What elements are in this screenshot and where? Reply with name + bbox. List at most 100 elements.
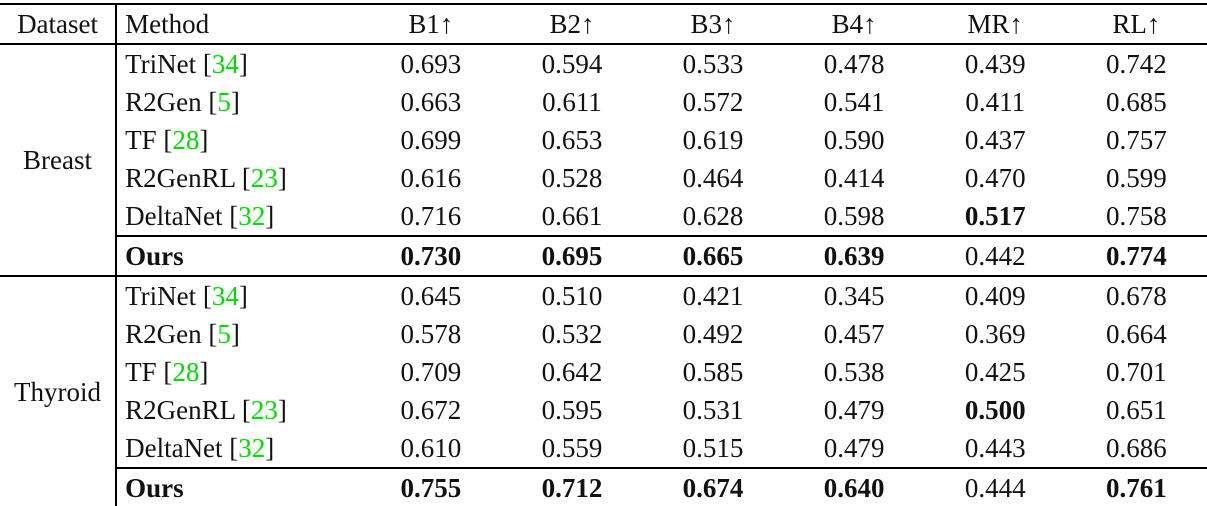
method-cell: TriNet [34] xyxy=(116,44,360,83)
method-name: TriNet xyxy=(125,48,197,79)
metric-value: 0.369 xyxy=(964,318,1026,349)
column-header-b3: B3↑ xyxy=(642,3,784,45)
metric-value: 0.611 xyxy=(542,86,602,117)
column-header-b1: B1↑ xyxy=(360,3,502,45)
metric-value: 0.651 xyxy=(1106,394,1167,425)
method-name: R2Gen xyxy=(125,318,202,349)
metric-value: 0.479 xyxy=(823,432,885,463)
citation-bracket: ] xyxy=(238,48,248,79)
metric-value: 0.716 xyxy=(400,200,462,231)
column-header-rl: RL↑ xyxy=(1065,3,1207,45)
metric-value: 0.598 xyxy=(823,200,885,231)
method-name: Ours xyxy=(125,240,184,271)
metric-value: 0.730 xyxy=(360,235,502,277)
column-header-method: Method xyxy=(116,3,361,45)
citation-bracket: [ xyxy=(201,318,218,349)
method-name: DeltaNet xyxy=(125,432,223,463)
citation-link[interactable]: 23 xyxy=(250,394,278,425)
citation-bracket: ] xyxy=(265,200,275,231)
citation-link[interactable]: 34 xyxy=(211,280,239,311)
citation-link[interactable]: 32 xyxy=(238,432,266,463)
table-row: TF [28] 0.709 0.642 0.585 0.538 0.425 0.701 xyxy=(0,353,1207,391)
metric-value: 0.478 xyxy=(823,48,885,79)
metric-value: 0.661 xyxy=(541,200,603,231)
citation-bracket: [ xyxy=(156,124,173,155)
metric-value: 0.470 xyxy=(964,162,1026,193)
metric-value: 0.595 xyxy=(541,394,603,425)
dataset-cell: Thyroid xyxy=(0,276,118,506)
metric-value: 0.444 xyxy=(924,467,1066,506)
metric-value: 0.538 xyxy=(823,356,885,387)
citation-link[interactable]: 34 xyxy=(211,48,239,79)
table-row: R2GenRL [23] 0.672 0.595 0.531 0.479 0.500 0.6… xyxy=(0,391,1207,429)
method-cell: DeltaNet [32] xyxy=(116,429,360,468)
metric-value: 0.531 xyxy=(682,394,744,425)
citation-link[interactable]: 5 xyxy=(217,86,231,117)
metric-value: 0.594 xyxy=(541,48,603,79)
table-row: R2Gen [5] 0.578 0.532 0.492 0.457 0.369 0.664 xyxy=(0,315,1207,353)
metric-value: 0.642 xyxy=(541,356,603,387)
citation-bracket: [ xyxy=(201,86,218,117)
column-header-dataset: Dataset xyxy=(0,3,118,45)
method-cell: R2Gen [5] xyxy=(116,315,360,353)
method-cell: TriNet [34] xyxy=(116,276,360,315)
metric-value: 0.640 xyxy=(783,467,925,506)
metric-value: 0.774 xyxy=(1065,235,1207,277)
metric-value: 0.585 xyxy=(682,356,744,387)
citation-bracket: ] xyxy=(230,318,240,349)
method-name: R2Gen xyxy=(125,86,202,117)
citation-bracket: [ xyxy=(196,48,212,79)
citation-bracket: ] xyxy=(277,394,287,425)
table-row: TF [28] 0.699 0.653 0.619 0.590 0.437 0.757 xyxy=(0,121,1207,159)
metric-value: 0.610 xyxy=(400,432,462,463)
method-name: DeltaNet xyxy=(125,200,223,231)
metric-value: 0.578 xyxy=(400,318,462,349)
method-cell: R2GenRL [23] xyxy=(116,159,360,197)
method-name: R2GenRL xyxy=(125,394,236,425)
method-cell: R2Gen [5] xyxy=(116,83,360,121)
metric-value: 0.664 xyxy=(1106,318,1167,349)
metric-value: 0.457 xyxy=(823,318,885,349)
table-row: DeltaNet [32] 0.716 0.661 0.628 0.598 0.517 0.… xyxy=(0,197,1207,236)
citation-link[interactable]: 28 xyxy=(172,124,200,155)
citation-bracket: [ xyxy=(235,162,251,193)
citation-link[interactable]: 23 xyxy=(250,162,278,193)
method-cell: DeltaNet [32] xyxy=(116,197,360,236)
method-cell: R2GenRL [23] xyxy=(116,391,360,429)
metric-value: 0.345 xyxy=(823,280,885,311)
metric-value: 0.672 xyxy=(400,394,462,425)
metric-value: 0.443 xyxy=(964,432,1026,463)
table-row: DeltaNet [32] 0.610 0.559 0.515 0.479 0.443 0.… xyxy=(0,429,1207,468)
metric-value: 0.665 xyxy=(642,235,784,277)
metric-value: 0.686 xyxy=(1106,432,1167,463)
metric-value: 0.517 xyxy=(964,200,1026,231)
table-row: Breast TriNet [34] 0.693 0.594 0.533 0.478 0.4… xyxy=(0,44,1207,277)
metric-value: 0.758 xyxy=(1106,200,1167,231)
citation-link[interactable]: 32 xyxy=(238,200,266,231)
metric-value: 0.500 xyxy=(964,394,1026,425)
dataset-cell: Breast xyxy=(0,44,118,277)
metric-value: 0.559 xyxy=(541,432,603,463)
citation-link[interactable]: 28 xyxy=(172,356,200,387)
table-row: Ours 0.755 0.712 0.674 0.640 0.444 0.761 xyxy=(0,467,1207,506)
citation-bracket: ] xyxy=(230,86,240,117)
citation-bracket: [ xyxy=(235,394,251,425)
table-row: Thyroid TriNet [34] 0.645 0.510 0.421 0.345 0.… xyxy=(0,276,1207,506)
results-table-body: Breast TriNet [34] 0.693 0.594 0.533 0.478 0.4… xyxy=(0,44,1207,506)
metric-value: 0.757 xyxy=(1106,124,1167,155)
method-cell: TF [28] xyxy=(116,121,360,159)
citation-link[interactable]: 5 xyxy=(217,318,231,349)
column-header-b2: B2↑ xyxy=(501,3,643,45)
metric-value: 0.693 xyxy=(400,48,462,79)
column-header-mr: MR↑ xyxy=(924,3,1066,45)
metric-value: 0.409 xyxy=(964,280,1026,311)
citation-bracket: ] xyxy=(238,280,248,311)
metric-value: 0.572 xyxy=(682,86,744,117)
citation-bracket: ] xyxy=(199,124,209,155)
citation-bracket: ] xyxy=(199,356,209,387)
metric-value: 0.439 xyxy=(964,48,1026,79)
metric-value: 0.663 xyxy=(400,86,462,117)
metric-value: 0.645 xyxy=(400,280,462,311)
results-table: Dataset Method B1↑ B2↑ B3↑ B4↑ MR↑ RL↑ B… xyxy=(0,3,1207,506)
